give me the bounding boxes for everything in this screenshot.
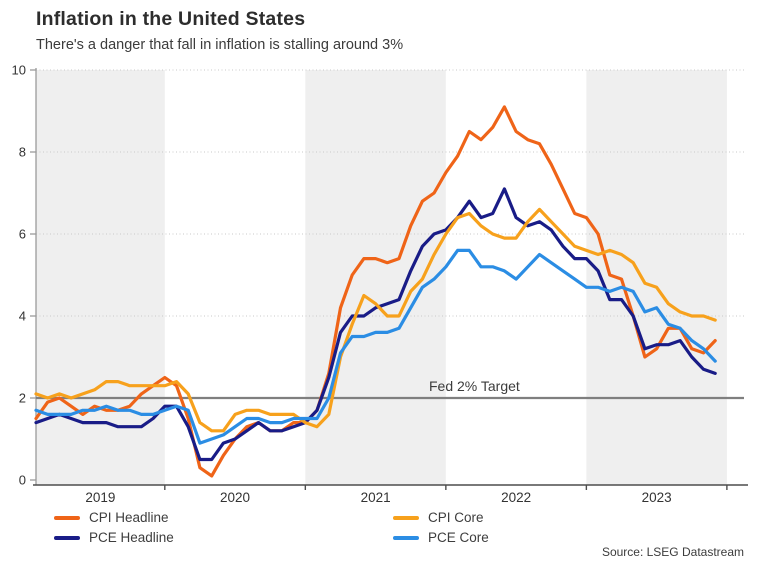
legend-swatch-pce-headline — [54, 535, 80, 541]
source-note: Source: LSEG Datastream — [601, 545, 744, 559]
series-line-pce-core — [34, 248, 717, 445]
legend-item-pce-headline: PCE Headline — [54, 529, 174, 547]
year-band — [586, 70, 727, 485]
legend-swatch-pce-core — [393, 535, 419, 541]
x-axis-label: 2022 — [501, 490, 531, 505]
y-axis-label: 10 — [12, 63, 26, 78]
legend-label: PCE Headline — [89, 530, 174, 545]
legend-item-cpi-headline: CPI Headline — [54, 509, 169, 527]
legend-item-pce-core: PCE Core — [393, 529, 489, 547]
legend-label: CPI Core — [428, 510, 484, 525]
legend-swatch-cpi-headline — [54, 515, 80, 521]
legend-label: PCE Core — [428, 530, 489, 545]
page-title: Inflation in the United States — [36, 8, 306, 30]
x-axis-label: 2020 — [220, 490, 250, 505]
chart-subtitle: There's a danger that fall in inflation … — [36, 37, 404, 53]
series-line-pce-headline — [34, 187, 717, 462]
x-axis-label: 2023 — [642, 490, 672, 505]
y-axis-label: 4 — [19, 309, 26, 324]
y-axis-label: 6 — [19, 227, 26, 242]
series-line-cpi-core — [34, 207, 717, 433]
legend-label: CPI Headline — [89, 510, 169, 525]
y-axis-label: 0 — [19, 473, 26, 488]
legend-swatch-cpi-core — [393, 515, 419, 521]
y-axis-label: 2 — [19, 391, 26, 406]
series-line-cpi-headline — [34, 105, 717, 478]
legend-item-cpi-core: CPI Core — [393, 509, 484, 527]
fed-target-annotation: Fed 2% Target — [429, 378, 520, 394]
x-axis-label: 2019 — [85, 490, 115, 505]
x-axis-label: 2021 — [361, 490, 391, 505]
y-axis-label: 8 — [19, 145, 26, 160]
